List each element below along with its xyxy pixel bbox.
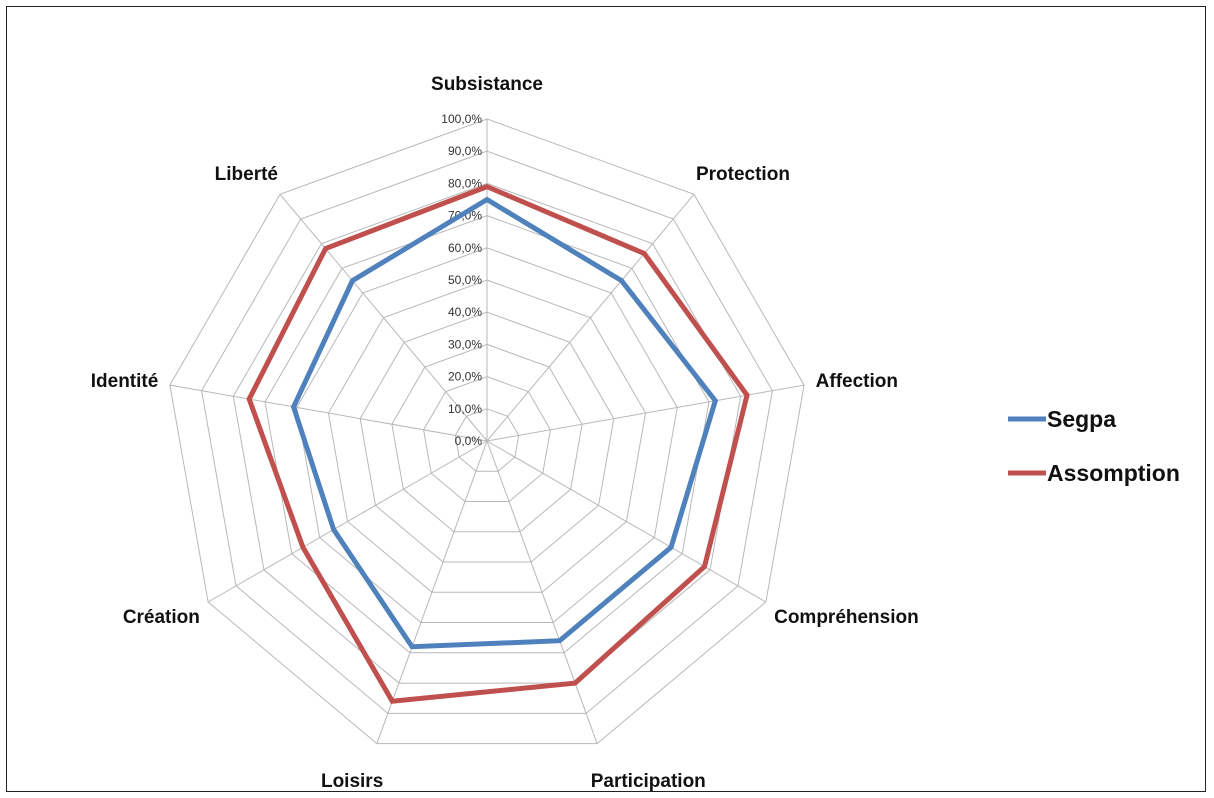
tick-label: 90,0% [448, 144, 482, 158]
tick-label: 100,0% [441, 112, 482, 126]
tick-label: 40,0% [448, 305, 482, 319]
category-label: Loisirs [321, 771, 383, 792]
grid-ring [169, 118, 805, 745]
grid-ring [264, 215, 710, 654]
grid-ring [327, 279, 647, 593]
category-label: Identité [91, 371, 159, 392]
grid-ring [296, 247, 678, 624]
grid-ring [232, 182, 742, 684]
spoke-line [486, 440, 767, 603]
tick-label: 20,0% [448, 370, 482, 384]
grid-ring [454, 408, 520, 472]
category-label: Subsistance [431, 74, 543, 95]
grid-ring [423, 376, 551, 503]
category-labels: Subsistance Protection Affection Compréhens… [91, 74, 919, 792]
category-label: Compréhension [774, 607, 919, 628]
spoke-line [376, 440, 488, 744]
grid-ring [359, 311, 615, 563]
legend: Segpa Assomption [1008, 406, 1180, 486]
chart-frame [6, 6, 1206, 792]
series [246, 183, 750, 704]
grid-ring [391, 343, 583, 533]
category-label: Création [123, 607, 200, 628]
category-label: Liberté [215, 164, 278, 185]
spoke-line [486, 440, 598, 744]
tick-label: 50,0% [448, 273, 482, 287]
legend-label: Assomption [1047, 460, 1180, 486]
tick-label: 30,0% [448, 337, 482, 351]
series-line-segpa [290, 196, 719, 650]
category-label: Protection [696, 164, 790, 185]
grid-ring [201, 150, 773, 714]
tick-label: 10,0% [448, 402, 482, 416]
radial-tick-labels: 0,0%10,0%20,0%30,0%40,0%50,0%60,0%70,0%8… [441, 112, 482, 448]
spoke-line [486, 384, 805, 442]
spoke-line [169, 384, 488, 442]
legend-label: Segpa [1047, 406, 1116, 432]
grid [169, 118, 805, 745]
category-label: Participation [591, 771, 706, 792]
category-label: Affection [816, 371, 898, 392]
series-line-assomption [246, 183, 750, 704]
tick-label: 80,0% [448, 176, 482, 190]
spoke-line [207, 440, 488, 603]
tick-label: 0,0% [455, 434, 483, 448]
spoke-line [279, 194, 488, 442]
tick-label: 60,0% [448, 241, 482, 255]
spoke-line [486, 194, 695, 442]
